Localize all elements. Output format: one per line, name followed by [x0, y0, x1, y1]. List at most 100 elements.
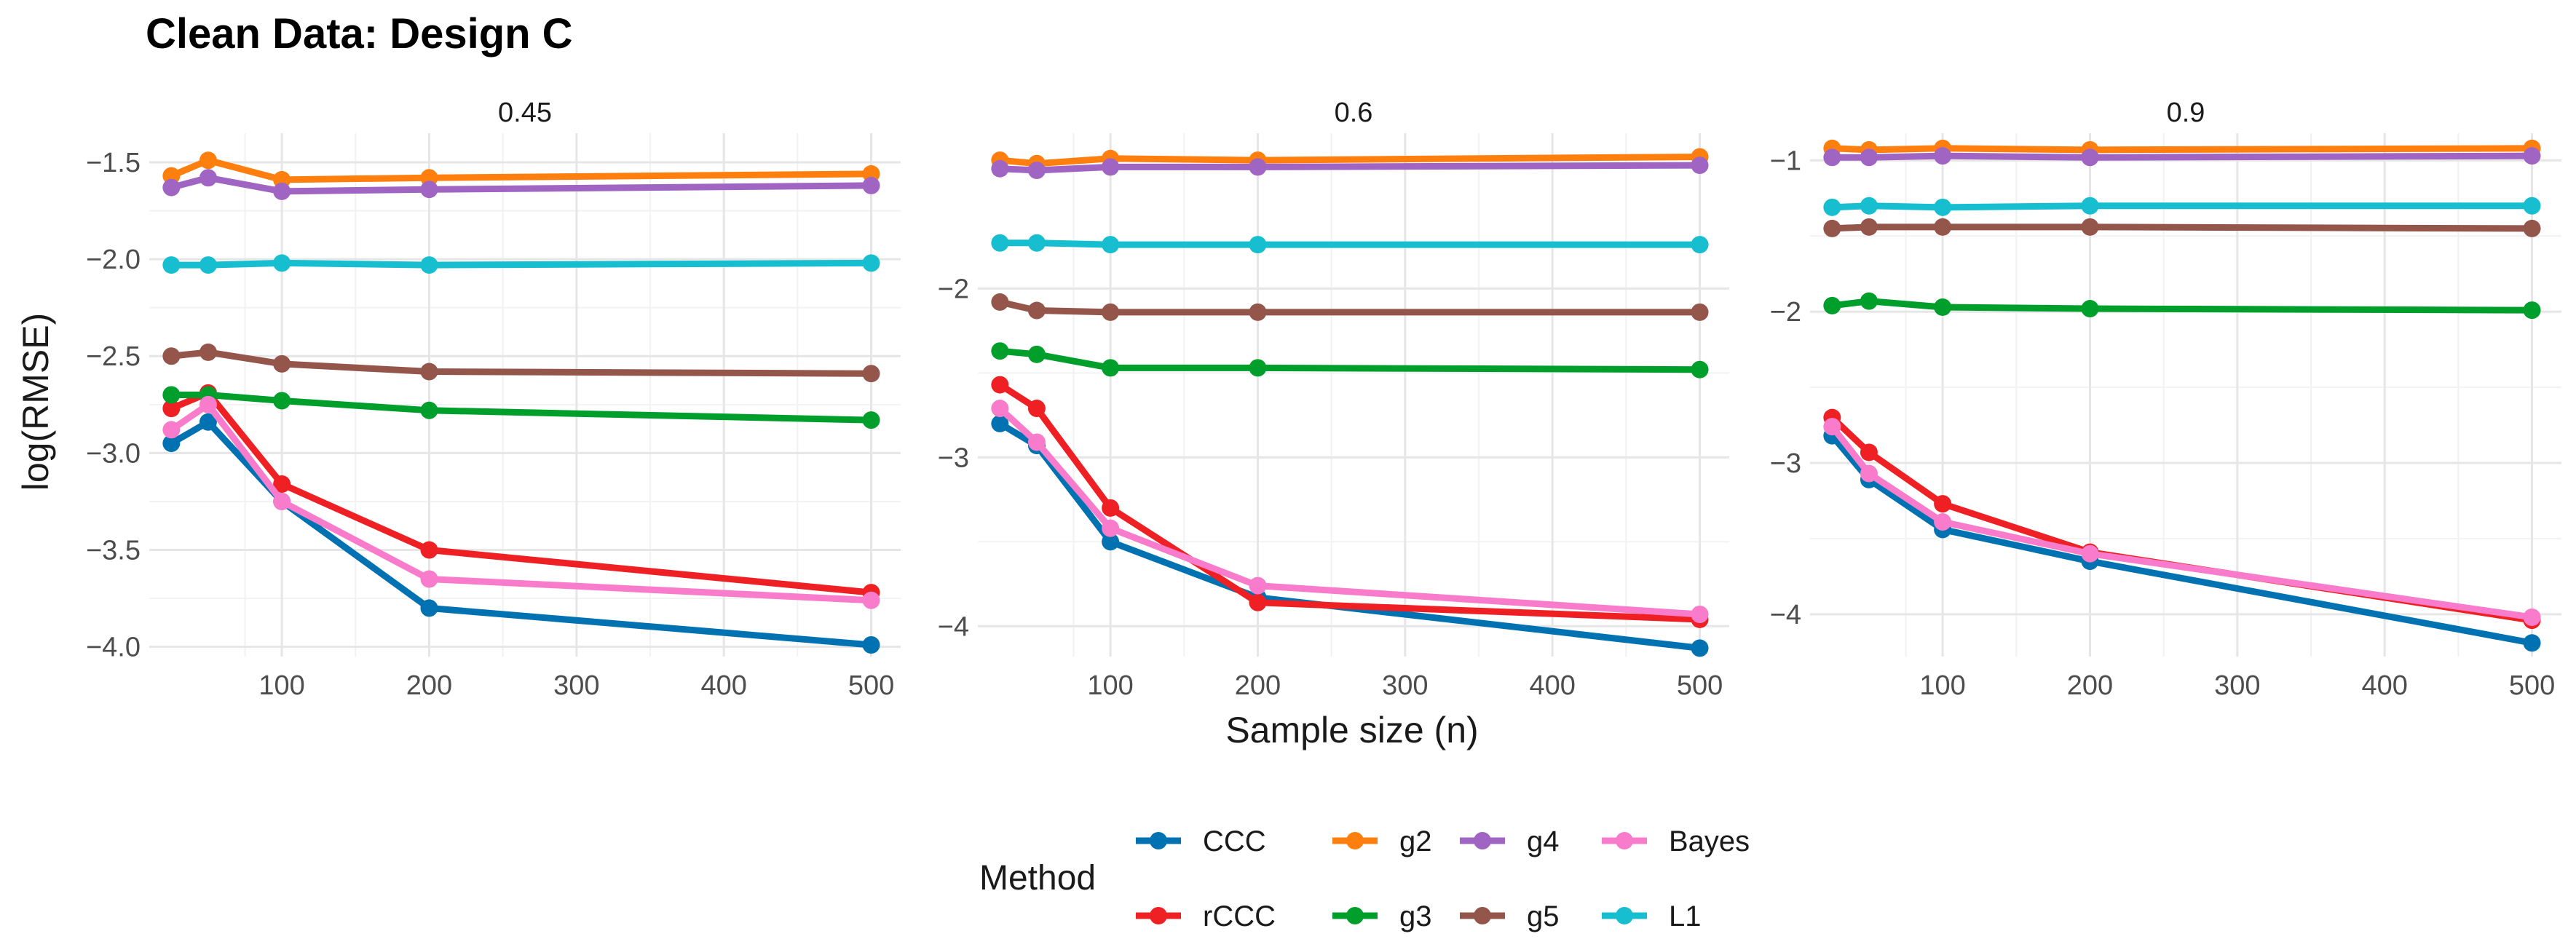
legend-item-rCCC: rCCC: [1136, 900, 1276, 932]
data-point-L1: [1934, 198, 1952, 216]
legend-item-g3: g3: [1332, 900, 1432, 932]
x-tick-label: 100: [258, 670, 304, 701]
data-point-Bayes: [1027, 433, 1046, 451]
data-point-Bayes: [1934, 513, 1952, 531]
data-point-g5: [2081, 218, 2099, 236]
data-point-g3: [991, 342, 1009, 360]
legend-item-CCC: CCC: [1136, 825, 1266, 857]
x-tick-label: 400: [2361, 670, 2407, 701]
series-g3: [1823, 292, 2541, 320]
legend-item-L1: L1: [1602, 900, 1702, 932]
series-line-CCC: [1828, 432, 2536, 646]
data-point-CCC: [991, 414, 1009, 432]
x-tick-label: 200: [2067, 670, 2113, 701]
legend-label: Bayes: [1669, 825, 1750, 857]
x-tick-label: 200: [1235, 670, 1281, 701]
x-tick-label: 500: [848, 670, 894, 701]
legend-key-point: [1346, 907, 1364, 924]
series-L1: [1823, 197, 2541, 216]
data-point-g5: [991, 293, 1009, 311]
series-g4: [991, 156, 1709, 180]
panel-0.9: 100 200 300 400 500 −4 −3 −2 −1 0.9: [1770, 98, 2561, 701]
data-point-g4: [273, 182, 291, 200]
legend-label: g2: [1399, 825, 1432, 857]
data-point-g3: [1102, 359, 1120, 377]
data-point-g5: [162, 347, 181, 365]
legend-key-point: [1346, 832, 1364, 849]
data-point-Bayes: [162, 421, 181, 439]
data-point-g3: [1249, 359, 1267, 377]
y-tick-label: −2: [1770, 297, 1801, 328]
data-point-g3: [1027, 345, 1046, 363]
data-point-g4: [199, 169, 217, 187]
data-point-CCC: [862, 636, 880, 654]
data-point-g4: [162, 178, 181, 197]
data-point-Bayes: [862, 591, 880, 609]
x-tick-label: 200: [406, 670, 452, 701]
y-tick-label: −2: [938, 274, 969, 304]
data-point-rCCC: [1249, 593, 1267, 611]
data-point-g5: [1934, 218, 1952, 236]
series-L1: [991, 234, 1709, 254]
y-tick-label: −2.0: [86, 245, 141, 275]
data-point-g5: [1860, 218, 1878, 236]
data-point-g3: [162, 386, 181, 404]
x-tick-label: 400: [700, 670, 746, 701]
data-point-CCC: [1102, 533, 1120, 551]
series-CCC: [162, 413, 880, 654]
x-tick-label: 500: [1677, 670, 1723, 701]
x-tick-label: 300: [553, 670, 599, 701]
y-tick-label: −4: [1770, 600, 1801, 630]
data-point-g3: [1860, 292, 1878, 310]
y-tick-label: −3: [938, 443, 969, 473]
y-tick-label: −4.0: [86, 633, 141, 663]
legend-item-g4: g4: [1460, 825, 1560, 857]
facet-label: 0.45: [498, 98, 552, 128]
data-point-L1: [273, 254, 291, 272]
data-point-g3: [1823, 296, 1841, 314]
legend-key-point: [1474, 832, 1491, 849]
data-point-g5: [199, 343, 217, 361]
legend-label: g3: [1399, 900, 1432, 932]
legend-label: g5: [1527, 900, 1560, 932]
data-point-L1: [420, 256, 438, 274]
legend-key-point: [1616, 832, 1633, 849]
data-point-g4: [1027, 162, 1046, 180]
series-g5: [991, 293, 1709, 321]
data-point-L1: [1249, 236, 1267, 254]
data-point-g4: [1249, 158, 1267, 176]
legend-key-point: [1474, 907, 1491, 924]
series-L1: [162, 254, 880, 274]
data-point-rCCC: [420, 541, 438, 559]
legend-key-point: [1150, 832, 1167, 849]
data-point-Bayes: [199, 395, 217, 413]
y-tick-label: −2.5: [86, 341, 141, 372]
data-point-Bayes: [1249, 576, 1267, 595]
data-point-L1: [162, 256, 181, 274]
data-point-rCCC: [1102, 499, 1120, 517]
panels: 100 200 300 400 500 −4.0 −3.5 −3.0 −2.5 −2.0 −1.5 0…: [86, 98, 2561, 701]
data-point-L1: [1823, 198, 1841, 216]
data-point-g4: [1860, 148, 1878, 167]
data-point-rCCC: [991, 376, 1009, 394]
y-tick-label: −4: [938, 611, 969, 642]
series-g2: [162, 151, 880, 189]
x-tick-label: 300: [1382, 670, 1428, 701]
x-tick-label: 100: [1919, 670, 1965, 701]
series-g3: [162, 386, 880, 429]
data-point-g2: [199, 151, 217, 170]
x-axis-label: Sample size (n): [1225, 710, 1478, 750]
data-point-g5: [862, 365, 880, 383]
data-point-g5: [1691, 303, 1709, 321]
y-tick-label: −3.0: [86, 438, 141, 469]
data-point-g5: [273, 354, 291, 373]
legend-item-Bayes: Bayes: [1602, 825, 1750, 857]
data-point-g4: [1102, 158, 1120, 176]
panel-0.45: 100 200 300 400 500 −4.0 −3.5 −3.0 −2.5 −2.0 −1.5 0…: [86, 98, 901, 701]
data-point-g4: [1691, 156, 1709, 175]
data-point-g4: [1823, 148, 1841, 167]
data-point-g3: [1934, 298, 1952, 316]
data-point-L1: [2081, 197, 2099, 215]
data-point-L1: [199, 256, 217, 274]
